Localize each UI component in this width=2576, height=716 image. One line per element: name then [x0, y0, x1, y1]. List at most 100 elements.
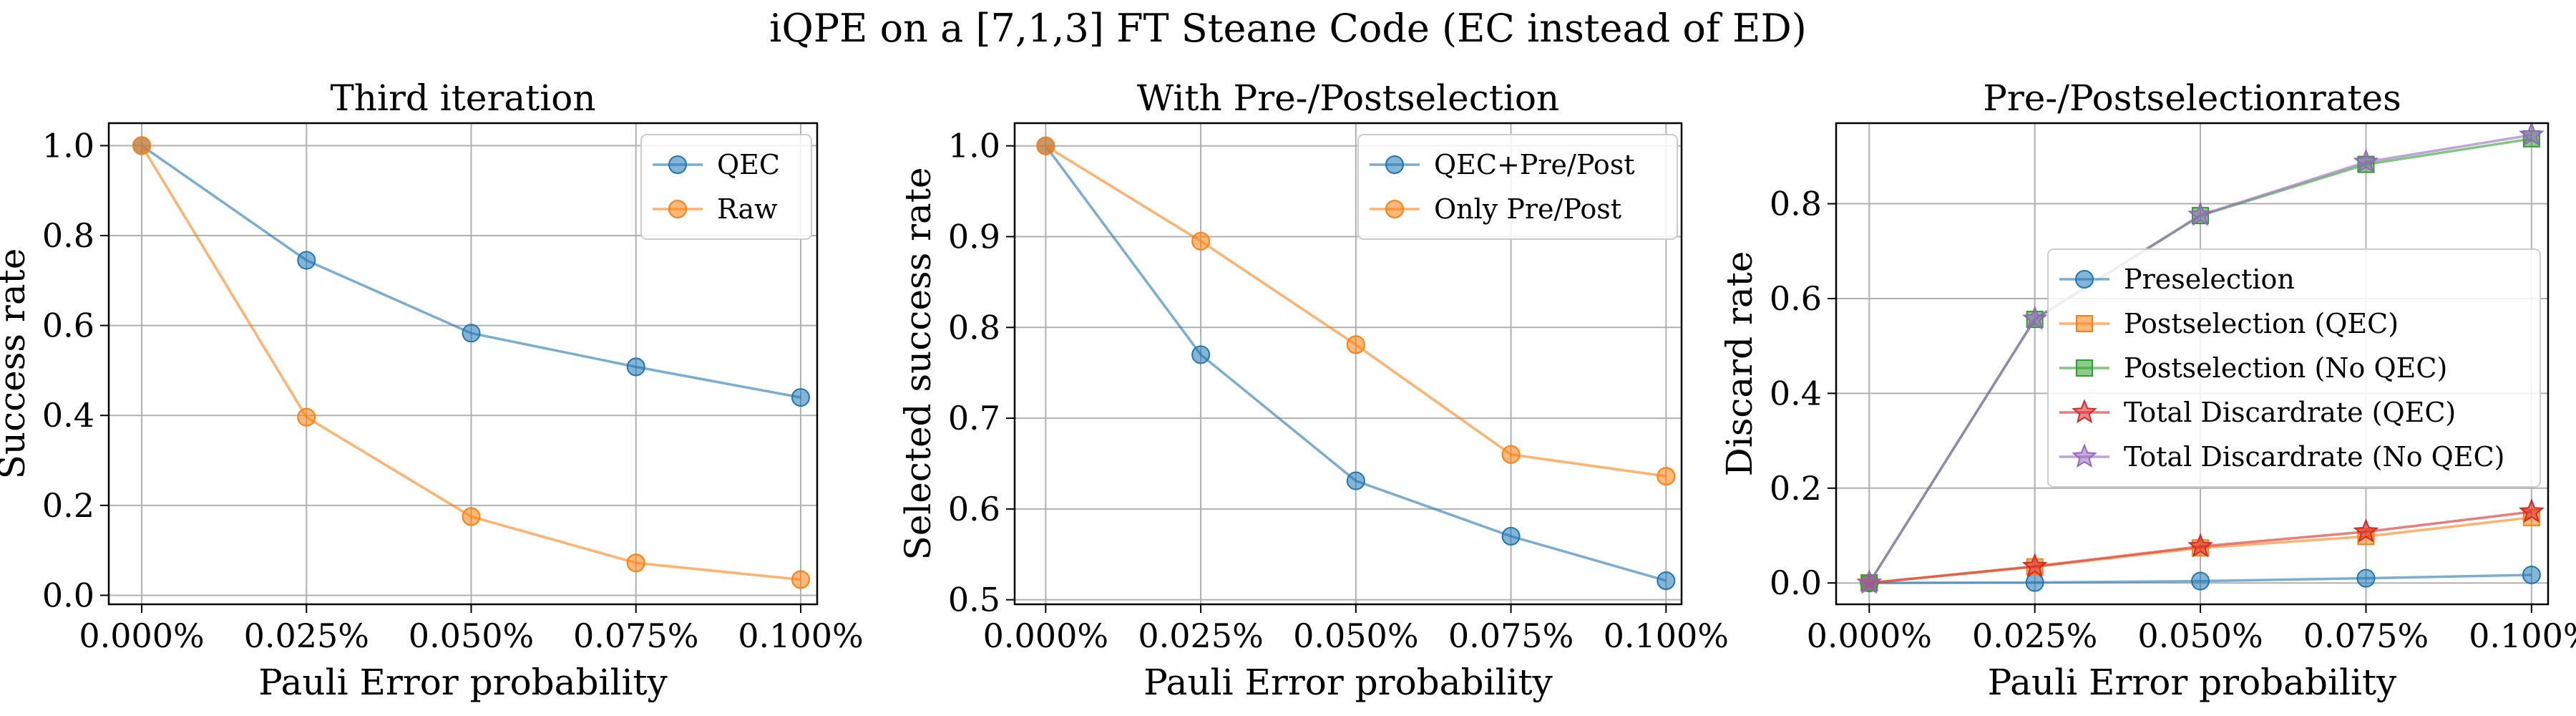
data-point [1191, 231, 1211, 251]
data-point [1657, 467, 1676, 486]
data-point [2025, 573, 2044, 592]
data-point [1036, 136, 1055, 155]
legend-marker [2072, 443, 2097, 468]
data-point [2353, 148, 2379, 173]
x-tick-label: 0.025% [244, 616, 369, 655]
y-tick-label: 0.4 [1770, 374, 1822, 412]
data-point [2519, 498, 2545, 523]
data-point [2522, 565, 2541, 584]
legend-label: Preselection [2124, 263, 2295, 295]
x-tick-label: 0.050% [2137, 616, 2263, 655]
chart-panels: 0.000% 0.025% 0.050% 0.075% 0.100% 0.0 0.2 0.4 0… [0, 77, 2576, 703]
data-point [1191, 345, 1211, 364]
figure-title: iQPE on a [7,1,3] FT Steane Code (EC ins… [769, 6, 1807, 51]
panel-title: Third iteration [330, 77, 595, 119]
x-tick-label: 0.000% [1807, 616, 1932, 655]
y-tick-label: 0.2 [1770, 469, 1822, 508]
x-tick-label: 0.100% [738, 616, 863, 655]
legend-marker [2076, 359, 2093, 377]
chart-panel-2: 0.000% 0.025% 0.050% 0.075% 0.100% 0.5 0.6 0.7 0… [897, 77, 1729, 703]
x-tick-label: 0.075% [2303, 616, 2429, 655]
data-point [626, 357, 645, 377]
x-tick-label: 0.000% [79, 616, 204, 655]
data-point [2519, 121, 2545, 146]
x-tick-label: 0.025% [1972, 616, 2097, 655]
legend-entry: Total Discardrate (No QEC) [2059, 441, 2504, 473]
legend-entry: QEC [653, 149, 780, 180]
data-point [297, 251, 316, 270]
y-tick-label: 0.4 [42, 396, 94, 435]
legend-entry: Raw [653, 193, 778, 225]
y-tick-label: 0.8 [42, 216, 94, 255]
y-tick-label: 1.0 [42, 126, 94, 165]
x-tick-label: 0.025% [1138, 616, 1263, 655]
chart-panel-3: 0.000% 0.025% 0.050% 0.075% 0.100% 0.0 0.2 0.4 0… [1719, 77, 2576, 703]
x-tick-label: 0.100% [1604, 616, 1729, 655]
legend-box [1357, 134, 1678, 240]
data-point [462, 324, 481, 343]
x-tick-label: 0.100% [2469, 616, 2576, 655]
data-point [1346, 471, 1365, 490]
data-point [297, 407, 316, 427]
y-tick-label: 1.0 [948, 127, 1000, 165]
data-point [2021, 305, 2048, 330]
data-point [791, 570, 810, 589]
data-point [1346, 335, 1365, 354]
y-tick-label: 0.6 [1770, 279, 1822, 318]
x-tick-label: 0.075% [1448, 616, 1574, 655]
series-qec-pre-post [1036, 136, 1676, 591]
panel-title: With Pre-/Postselection [1137, 77, 1559, 119]
data-point [2191, 571, 2210, 591]
chart-panel-1: 0.000% 0.025% 0.050% 0.075% 0.100% 0.0 0.2 0.4 0… [0, 77, 864, 703]
data-point [2187, 533, 2213, 558]
y-tick-label: 0.2 [42, 486, 94, 525]
legend: QEC Raw [640, 134, 812, 240]
legend-label: Total Discardrate (No QEC) [2124, 441, 2504, 473]
y-axis-label: Discard rate [1719, 251, 1760, 477]
y-tick-label: 0.9 [948, 217, 1000, 256]
legend-marker [1385, 200, 1404, 218]
legend-label: Only Pre/Post [1434, 193, 1621, 225]
y-axis-label: Selected success rate [897, 167, 939, 560]
legend-entry: Postselection (No QEC) [2059, 352, 2447, 384]
y-tick-label: 0.5 [948, 581, 1000, 619]
y-tick-label: 0.6 [42, 306, 94, 345]
data-point [462, 507, 481, 526]
y-tick-label: 0.6 [948, 490, 1000, 528]
y-tick-label: 0.7 [948, 399, 1000, 437]
data-point [1856, 569, 1883, 594]
legend-marker [1385, 155, 1404, 174]
data-point [132, 136, 152, 155]
legend-entry: Postselection (QEC) [2059, 308, 2399, 339]
x-axis-label: Pauli Error probability [1143, 662, 1553, 703]
legend: Preselection Postselection (QEC) Postselec… [2047, 248, 2541, 488]
plot-frame [1835, 122, 2550, 606]
data-point [791, 388, 810, 407]
legend-marker [2076, 315, 2093, 332]
data-point [1501, 526, 1521, 546]
x-tick-label: 0.050% [1293, 616, 1418, 655]
legend-label: Postselection (No QEC) [2124, 352, 2447, 384]
panel-title: Pre-/Postselectionrates [1983, 77, 2401, 119]
series-total-discardrate-no-qec- [1856, 121, 2545, 594]
x-axis-label: Pauli Error probability [258, 662, 668, 703]
legend-entry: Only Pre/Post [1370, 193, 1621, 225]
series-preselection [1860, 565, 2541, 593]
data-point [2187, 201, 2213, 226]
data-point [1501, 445, 1521, 464]
data-point [1657, 571, 1676, 591]
y-tick-label: 0.8 [948, 308, 1000, 347]
data-point [626, 553, 645, 573]
legend-label: QEC+Pre/Post [1434, 149, 1635, 180]
x-axis-label: Pauli Error probability [1988, 662, 2397, 703]
y-tick-label: 0.8 [1770, 185, 1822, 223]
plot-frame [1013, 122, 1683, 606]
x-tick-label: 0.050% [409, 616, 534, 655]
data-point [2021, 553, 2048, 578]
legend: QEC+Pre/Post Only Pre/Post [1357, 134, 1678, 240]
legend-entry: QEC+Pre/Post [1370, 149, 1635, 180]
legend-marker [668, 200, 687, 218]
y-tick-label: 0.0 [1770, 563, 1822, 602]
series-raw [132, 136, 810, 589]
